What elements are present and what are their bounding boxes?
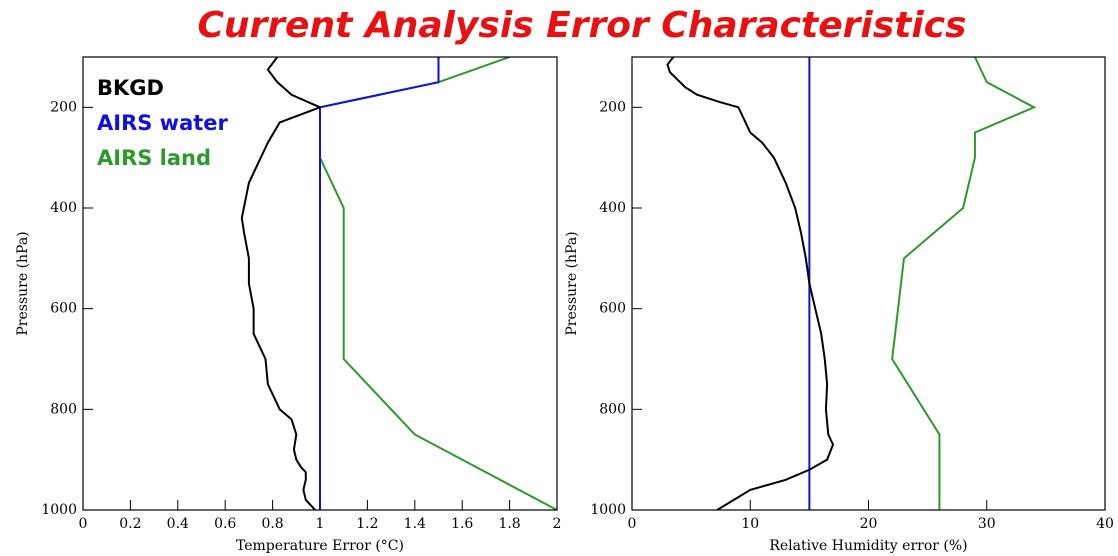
x-tick-label: 2 bbox=[553, 516, 562, 532]
y-tick-label: 800 bbox=[599, 401, 626, 417]
x-tick-label: 1.6 bbox=[451, 516, 473, 532]
x-tick-label: 10 bbox=[741, 516, 759, 532]
chart-title: Current Analysis Error Characteristics bbox=[198, 5, 967, 46]
series-line bbox=[240, 57, 323, 510]
series-line bbox=[319, 57, 440, 510]
x-tick-label: 1.2 bbox=[356, 516, 378, 532]
x-tick-label: 0.4 bbox=[167, 516, 189, 532]
x-axis-label: Temperature Error (°C) bbox=[236, 538, 404, 554]
x-tick-label: 0 bbox=[79, 516, 88, 532]
y-tick-label: 200 bbox=[50, 99, 77, 115]
x-tick-label: 1.4 bbox=[404, 516, 426, 532]
y-axis-label: Pressure (hPa) bbox=[564, 231, 580, 335]
legend-label: AIRS land bbox=[97, 146, 211, 170]
x-tick-label: 30 bbox=[978, 516, 996, 532]
y-tick-label: 800 bbox=[50, 401, 77, 417]
y-tick-label: 1000 bbox=[590, 502, 626, 518]
x-tick-label: 0.2 bbox=[119, 516, 141, 532]
plot-frame bbox=[82, 56, 558, 511]
y-tick-label: 1000 bbox=[41, 502, 77, 518]
x-tick-label: 0.6 bbox=[214, 516, 236, 532]
series-line bbox=[319, 57, 557, 510]
legend-label: BKGD bbox=[97, 76, 164, 100]
series-line bbox=[891, 57, 1037, 510]
y-tick-label: 400 bbox=[50, 200, 77, 216]
x-tick-label: 40 bbox=[1096, 516, 1114, 532]
x-tick-label: 1 bbox=[316, 516, 325, 532]
x-tick-label: 1.8 bbox=[498, 516, 520, 532]
x-tick-label: 0.8 bbox=[261, 516, 283, 532]
x-tick-label: 0 bbox=[628, 516, 637, 532]
x-tick-label: 20 bbox=[860, 516, 878, 532]
y-tick-label: 600 bbox=[599, 301, 626, 317]
y-axis-label: Pressure (hPa) bbox=[15, 231, 31, 335]
series-line bbox=[666, 57, 835, 510]
plot-frame bbox=[631, 56, 1106, 511]
y-tick-label: 400 bbox=[599, 200, 626, 216]
legend-label: AIRS water bbox=[97, 111, 229, 135]
y-tick-label: 200 bbox=[599, 99, 626, 115]
x-axis-label: Relative Humidity error (%) bbox=[769, 538, 967, 554]
y-tick-label: 600 bbox=[50, 301, 77, 317]
